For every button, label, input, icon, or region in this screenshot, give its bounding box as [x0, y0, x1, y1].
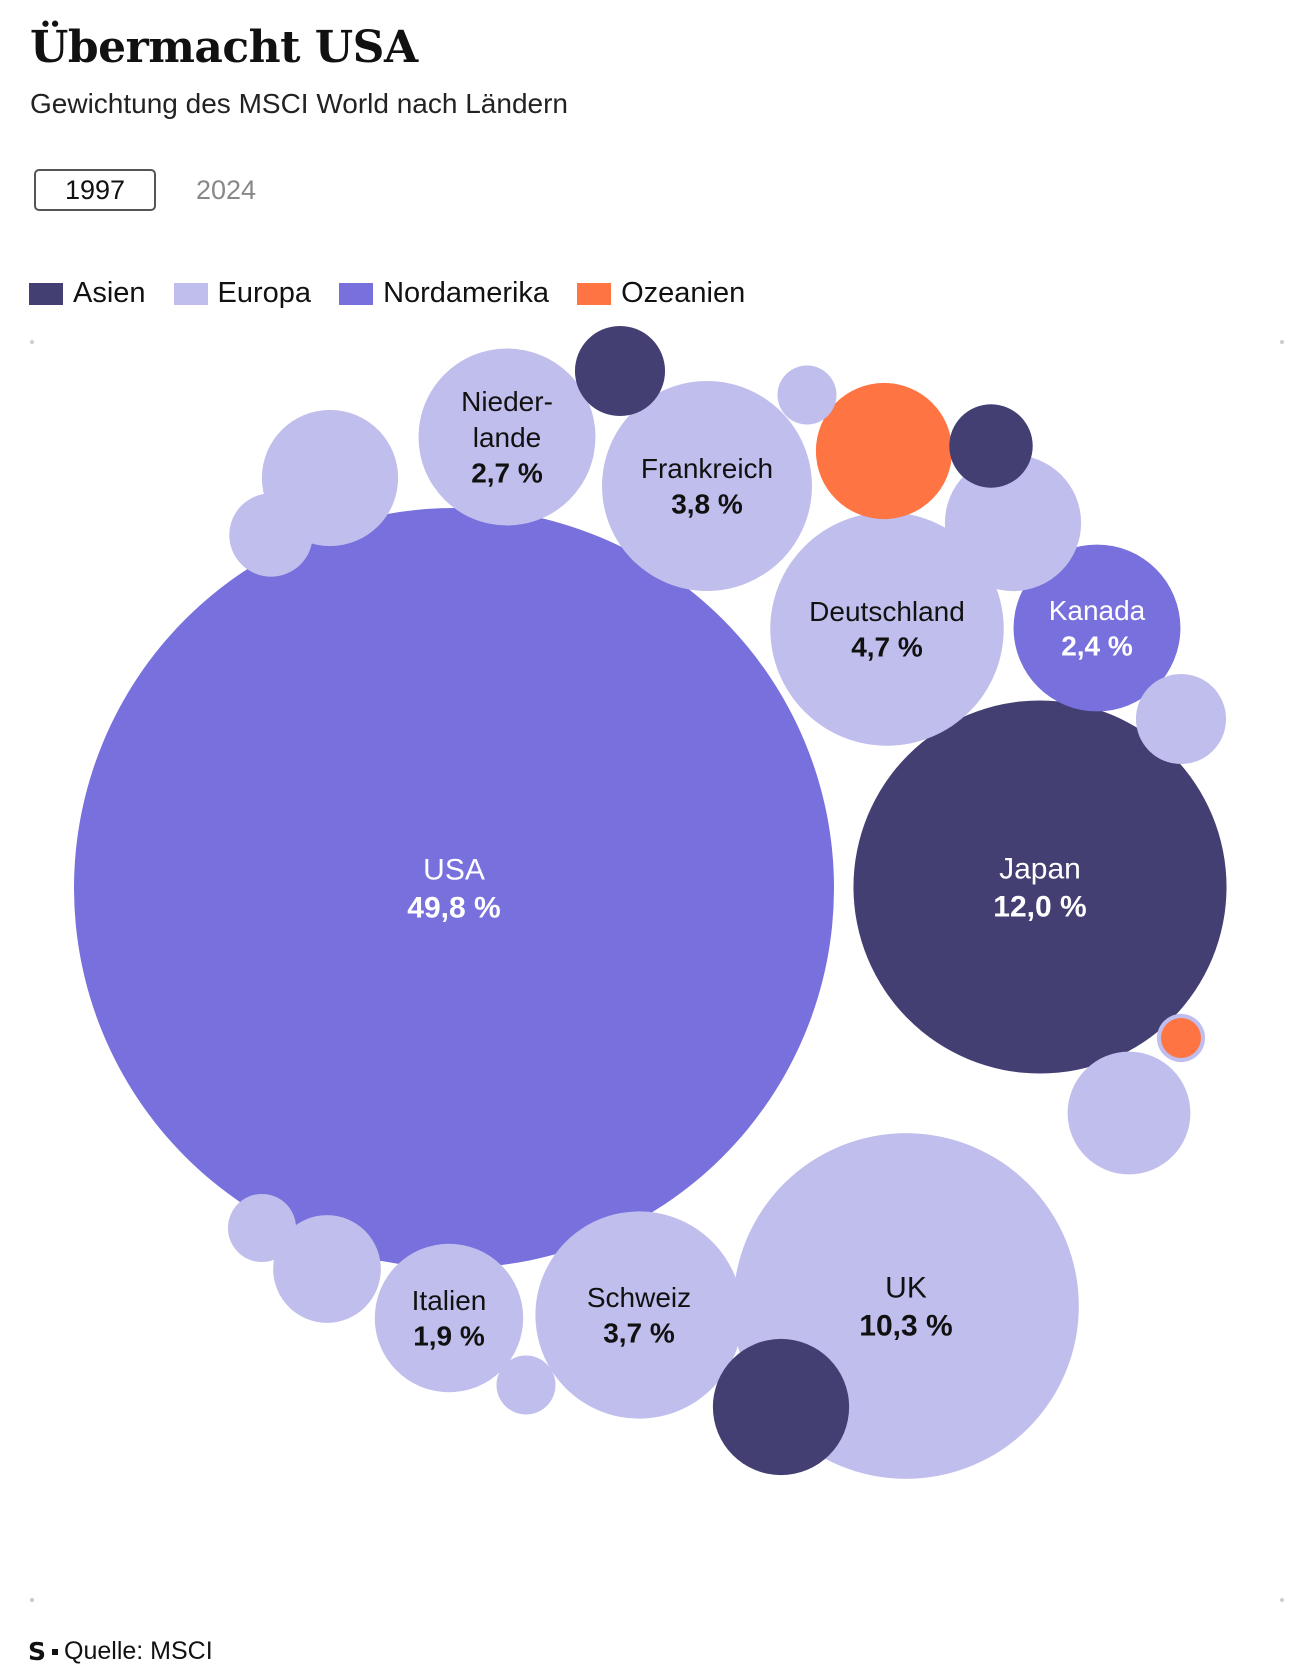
publisher-logo: S	[28, 1637, 47, 1666]
bubble-schweiz[interactable]: Schweiz 3,7 %	[535, 1211, 743, 1419]
bubble-value-label: 2,7 %	[471, 458, 543, 489]
bubble-circle	[944, 454, 1082, 592]
legend-swatch	[339, 282, 374, 305]
bubble-circle	[777, 365, 837, 425]
legend-swatch	[173, 282, 208, 305]
bubble-circle	[949, 404, 1033, 488]
bubble-unlabeled[interactable]	[574, 325, 666, 417]
legend-label: Ozeanien	[621, 277, 746, 309]
bubble-label: Deutschland	[809, 596, 965, 627]
bubble-italien[interactable]: Italien 1,9 %	[374, 1243, 524, 1393]
bubble-label: USA	[423, 853, 485, 886]
legend-item-nordamerika: Nordamerika	[339, 277, 549, 310]
bubble-circle	[273, 1215, 381, 1323]
bubble-circle	[815, 382, 953, 520]
bubble-circle	[574, 325, 666, 417]
bubble-label: Frankreich	[641, 453, 773, 484]
bubble-kanada[interactable]: Kanada 2,4 %	[1013, 544, 1181, 712]
bubble-unlabeled[interactable]	[949, 404, 1033, 488]
bubble-unlabeled[interactable]	[496, 1355, 556, 1415]
year-button-2024[interactable]: 2024	[195, 174, 257, 205]
bubble-value-label: 2,4 %	[1061, 631, 1133, 662]
bubble-circle	[1135, 673, 1227, 765]
bubble-label: Kanada	[1049, 595, 1146, 626]
year-button-1997[interactable]: 1997	[34, 169, 156, 211]
bubble-label: Italien	[412, 1285, 487, 1316]
legend-label: Asien	[73, 277, 146, 309]
bubble-circle	[1161, 1018, 1201, 1058]
legend-label: Nordamerika	[383, 277, 550, 309]
bubble-label: Schweiz	[587, 1282, 691, 1313]
bubble-unlabeled[interactable]	[944, 454, 1082, 592]
bubble-unlabeled[interactable]	[1067, 1051, 1191, 1175]
legend-swatch	[577, 282, 612, 305]
bubble-japan[interactable]: Japan 12,0 %	[853, 700, 1227, 1074]
source-text: Quelle: MSCI	[64, 1637, 213, 1665]
bubble-deutschland[interactable]: Deutschland 4,7 %	[770, 512, 1004, 746]
bubble-value-label: 1,9 %	[413, 1321, 485, 1352]
corner-marker	[30, 340, 34, 344]
bubble-circle	[535, 1211, 743, 1419]
bubble-circle	[238, 510, 288, 560]
legend-swatch	[29, 282, 63, 305]
corner-marker	[1280, 340, 1284, 344]
bubble-chart: USA 49,8 % Japan 12,0 % UK 10,3 % Deutschland 4…	[74, 325, 1227, 1479]
bubble-label: Nieder-	[461, 386, 553, 417]
year-toggle: 1997 2024	[34, 169, 276, 211]
bubble-value-label: 3,8 %	[671, 489, 743, 520]
bubble-label: UK	[885, 1271, 927, 1304]
legend-item-asien: Asien	[29, 277, 146, 310]
legend-item-ozeanien: Ozeanien	[577, 277, 745, 310]
chart-subtitle: Gewichtung des MSCI World nach Ländern	[30, 88, 568, 119]
bubble-label: lande	[473, 422, 542, 453]
bubble-unlabeled[interactable]	[1161, 1018, 1201, 1058]
legend-item-europa: Europa	[173, 277, 312, 310]
bubble-circle	[1067, 1051, 1191, 1175]
bubble-usa[interactable]: USA 49,8 %	[74, 508, 834, 1268]
bubble-label: Japan	[999, 852, 1081, 885]
bubble-circle	[496, 1355, 556, 1415]
bubble-unlabeled[interactable]	[712, 1338, 850, 1476]
chart-title: Übermacht USA	[30, 22, 418, 73]
bubble-value-label: 12,0 %	[993, 891, 1086, 924]
bubble-unlabeled[interactable]	[777, 365, 837, 425]
bubble-value-label: 49,8 %	[407, 892, 500, 925]
bubble-unlabeled[interactable]	[227, 1193, 297, 1263]
corner-marker	[1280, 1598, 1284, 1602]
bubble-circle	[227, 1193, 297, 1263]
bubble-unlabeled[interactable]	[273, 1215, 381, 1323]
bubble-circle	[712, 1338, 850, 1476]
bubble-circle	[770, 512, 1004, 746]
corner-marker	[30, 1598, 34, 1602]
separator-dot	[52, 1648, 59, 1655]
bubble-value-label: 3,7 %	[603, 1318, 675, 1349]
bubble-circle	[1013, 544, 1181, 712]
bubble-unlabeled[interactable]	[238, 510, 288, 560]
bubble-circle	[374, 1243, 524, 1393]
legend: Asien Europa Nordamerika Ozeanien	[29, 277, 773, 310]
bubble-unlabeled[interactable]	[1135, 673, 1227, 765]
bubble-unlabeled[interactable]	[815, 382, 953, 520]
bubble-circle	[602, 381, 812, 591]
bubble-circle	[853, 700, 1227, 1074]
bubble-value-label: 4,7 %	[851, 632, 923, 663]
bubble-value-label: 10,3 %	[859, 1310, 952, 1343]
bubble-circle	[418, 348, 596, 526]
source-footer: S Quelle: MSCI	[28, 1637, 213, 1666]
bubble-frankreich[interactable]: Frankreich 3,8 %	[602, 381, 812, 591]
bubble-niederlande[interactable]: Nieder-lande 2,7 %	[418, 348, 596, 526]
legend-label: Europa	[217, 277, 312, 309]
bubble-circle	[74, 508, 834, 1268]
